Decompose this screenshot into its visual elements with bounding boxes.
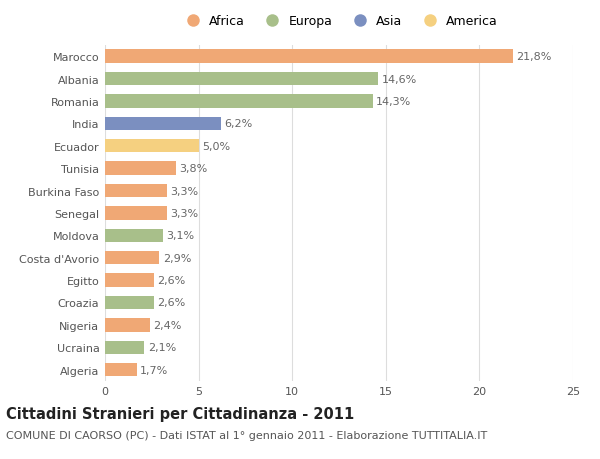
Bar — [105, 274, 154, 287]
Text: 3,3%: 3,3% — [170, 208, 198, 218]
Text: 3,1%: 3,1% — [166, 231, 194, 241]
Text: Cittadini Stranieri per Cittadinanza - 2011: Cittadini Stranieri per Cittadinanza - 2… — [6, 406, 354, 421]
Text: 5,0%: 5,0% — [202, 141, 230, 151]
Text: 2,6%: 2,6% — [157, 275, 185, 285]
Bar — [105, 140, 199, 153]
Text: 14,3%: 14,3% — [376, 97, 412, 107]
Bar — [105, 252, 159, 265]
Text: 3,8%: 3,8% — [179, 164, 208, 174]
Bar — [105, 296, 154, 309]
Text: 1,7%: 1,7% — [140, 365, 169, 375]
Text: 2,4%: 2,4% — [153, 320, 182, 330]
Bar — [105, 207, 167, 220]
Bar — [105, 341, 145, 354]
Text: 2,6%: 2,6% — [157, 298, 185, 308]
Text: 3,3%: 3,3% — [170, 186, 198, 196]
Bar — [105, 95, 373, 108]
Text: 14,6%: 14,6% — [382, 74, 417, 84]
Text: 21,8%: 21,8% — [517, 52, 552, 62]
Text: 2,1%: 2,1% — [148, 342, 176, 353]
Bar — [105, 118, 221, 131]
Text: 2,9%: 2,9% — [163, 253, 191, 263]
Legend: Africa, Europa, Asia, America: Africa, Europa, Asia, America — [175, 10, 503, 33]
Bar — [105, 229, 163, 242]
Bar — [105, 73, 379, 86]
Text: COMUNE DI CAORSO (PC) - Dati ISTAT al 1° gennaio 2011 - Elaborazione TUTTITALIA.: COMUNE DI CAORSO (PC) - Dati ISTAT al 1°… — [6, 430, 487, 440]
Bar — [105, 319, 150, 332]
Bar — [105, 50, 513, 64]
Bar — [105, 185, 167, 198]
Bar — [105, 162, 176, 175]
Bar — [105, 363, 137, 376]
Text: 6,2%: 6,2% — [224, 119, 253, 129]
